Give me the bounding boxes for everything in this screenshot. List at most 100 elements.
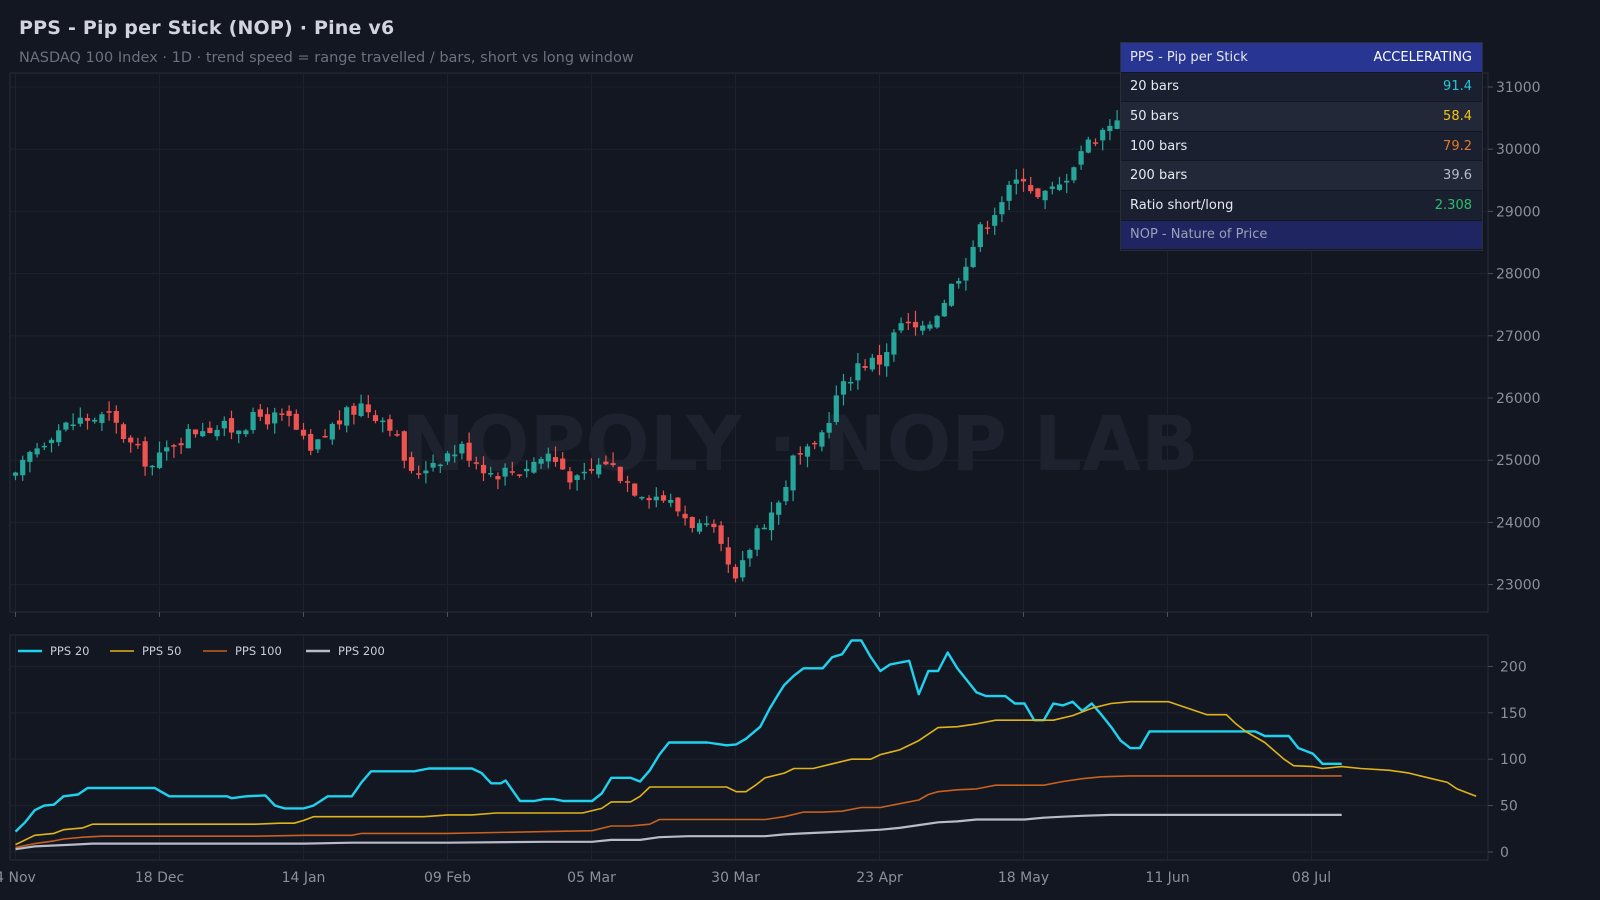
- candle-body: [1006, 184, 1012, 201]
- y-tick-label: 30000: [1496, 142, 1541, 158]
- candle-body: [300, 429, 307, 436]
- row-value: 2.308: [1434, 197, 1472, 213]
- candle-body: [1100, 129, 1106, 141]
- x-tick-label: 18 Dec: [135, 870, 184, 886]
- candle-body: [192, 429, 199, 435]
- page-subtitle: NASDAQ 100 Index · 1D · trend speed = ra…: [19, 50, 634, 66]
- candle-body: [898, 323, 904, 331]
- row-value: 91.4: [1443, 79, 1472, 95]
- candle-body: [812, 442, 818, 445]
- candle-body: [848, 381, 854, 384]
- candle-body: [632, 483, 638, 496]
- series-line-pps-50: [15, 700, 1477, 846]
- x-tick-label: 08 Jul: [1292, 870, 1331, 886]
- candle-body: [804, 446, 811, 457]
- candle-body: [689, 516, 695, 529]
- x-tick-label: 30 Mar: [711, 870, 760, 886]
- series-line-pps-200: [15, 813, 1342, 851]
- candle-body: [452, 454, 458, 457]
- table-header: PPS - Pip per Stick ACCELERATING: [1121, 43, 1482, 73]
- candle-body: [149, 465, 155, 468]
- panel-frame: [9, 72, 1489, 613]
- row-label: 100 bars: [1130, 138, 1188, 154]
- candle-body: [185, 429, 191, 449]
- y-tick-label: 25000: [1496, 453, 1541, 469]
- candle-body: [92, 419, 98, 422]
- y-tick-label: 23000: [1496, 578, 1541, 594]
- candle-body: [1056, 184, 1063, 190]
- candle-body: [106, 411, 112, 413]
- candle-body: [920, 325, 926, 331]
- candle-body: [423, 470, 429, 474]
- candle-body: [221, 420, 227, 429]
- candle-body: [1042, 190, 1048, 201]
- candle-body: [660, 495, 667, 501]
- candle-body: [322, 435, 328, 438]
- x-tick-label: 05 Mar: [567, 870, 616, 886]
- candle-body: [1049, 186, 1055, 189]
- candle-body: [560, 458, 566, 470]
- y-tick-label: 50: [1500, 799, 1518, 815]
- candle-body: [495, 476, 501, 480]
- candle-body: [308, 434, 314, 451]
- candle-body: [272, 412, 278, 424]
- y-tick-label: 28000: [1496, 267, 1541, 283]
- candle-body: [545, 453, 551, 462]
- candle-body: [77, 417, 83, 424]
- candle-body: [257, 409, 263, 417]
- candle-body: [243, 430, 249, 435]
- candle-body: [538, 458, 544, 464]
- x-tick-label: 4 Nov: [0, 870, 36, 886]
- candle-body: [502, 467, 508, 477]
- candle-body: [351, 405, 357, 415]
- candle-body: [610, 463, 616, 466]
- stats-table: PPS - Pip per Stick ACCELERATING 20 bars…: [1120, 42, 1483, 252]
- x-axis: 4 Nov 18 Dec 14 Jan 09 Feb 05 Mar 30 Mar 23 Ap…: [0, 870, 1331, 886]
- candle-body: [675, 497, 681, 512]
- candle-body: [869, 357, 875, 370]
- candle-body: [732, 566, 739, 579]
- candle-body: [84, 418, 91, 421]
- candle-body: [682, 513, 688, 519]
- row-label: 50 bars: [1130, 108, 1180, 124]
- candle-body: [41, 445, 47, 448]
- candle-body: [524, 468, 530, 472]
- candle-body: [99, 414, 105, 423]
- x-tick-label: 18 May: [998, 870, 1049, 886]
- candle-body: [761, 527, 767, 530]
- candle-body: [509, 471, 515, 473]
- candle-body: [329, 423, 335, 440]
- candle-body: [70, 424, 76, 427]
- candle-body: [473, 462, 479, 464]
- candle-body: [768, 512, 775, 531]
- candle-body: [20, 459, 26, 476]
- candle-body: [581, 471, 587, 474]
- candle-body: [207, 427, 213, 434]
- candle-body: [862, 366, 868, 368]
- candle-body: [956, 280, 962, 284]
- candle-body: [394, 434, 400, 436]
- candle-body: [466, 442, 472, 461]
- candle-body: [977, 224, 983, 248]
- candle-body: [639, 497, 645, 499]
- candle-body: [884, 352, 890, 367]
- candle-body: [408, 457, 415, 471]
- candle-body: [704, 523, 710, 525]
- candle-body: [668, 499, 674, 503]
- candle-body: [228, 418, 235, 433]
- candle-body: [948, 283, 955, 306]
- candle-body: [531, 461, 537, 473]
- candle-body: [63, 422, 69, 430]
- candle-body: [855, 363, 861, 381]
- candle-body: [12, 472, 19, 476]
- candle-body: [401, 431, 407, 461]
- x-tick-label: 11 Jun: [1145, 870, 1189, 886]
- candle-body: [934, 315, 940, 328]
- legend-label: PPS 100: [235, 644, 282, 658]
- table-row: Ratio short/long 2.308: [1121, 190, 1482, 221]
- candle-body: [56, 430, 62, 443]
- pps-lines: [14, 639, 1477, 851]
- candle-body: [264, 414, 271, 425]
- page-title: PPS - Pip per Stick (NOP) · Pine v6: [19, 17, 395, 39]
